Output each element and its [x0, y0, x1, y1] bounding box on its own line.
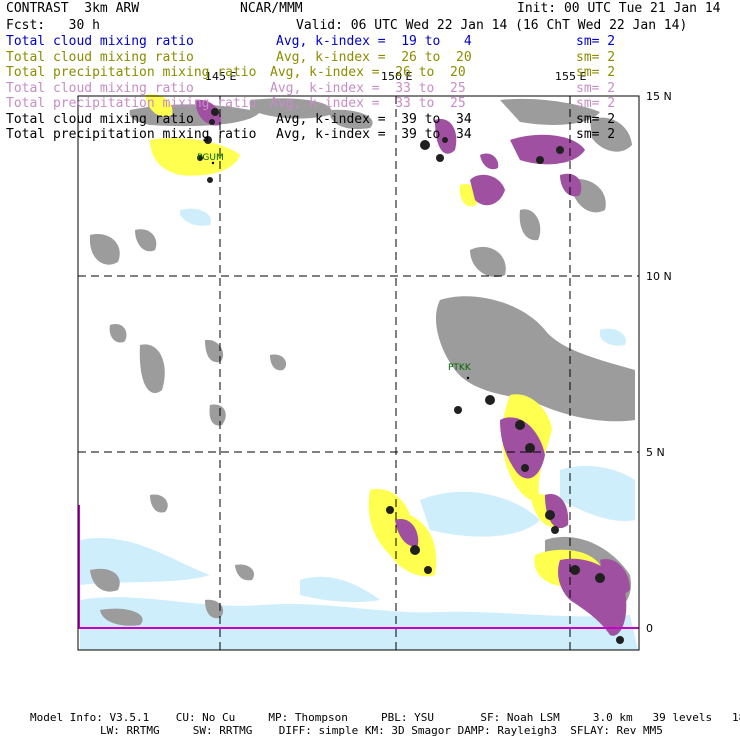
- legend-row: Total cloud mixing ratio Avg, k-index = 3…: [6, 81, 736, 96]
- legend-field-name: Total precipitation mixing ratio: [6, 127, 257, 142]
- legend-smoothing: sm= 2: [576, 127, 616, 142]
- legend-smoothing: sm= 2: [576, 96, 616, 111]
- legend-row: Total precipitation mixing ratio Avg, k-i…: [6, 65, 736, 80]
- legend-row: Total precipitation mixing ratio Avg, k-i…: [6, 96, 736, 111]
- station-pgum-marker: [211, 161, 215, 165]
- legend-field-name: Total precipitation mixing ratio: [6, 65, 257, 80]
- legend-row: Total cloud mixing ratio Avg, k-index = 1…: [6, 34, 736, 49]
- map-frame: [77, 95, 640, 651]
- init-time: Init: 00 UTC Tue 21 Jan 14: [517, 1, 721, 16]
- lat-label-5n: 5 N: [646, 446, 665, 459]
- footer-physics-info: LW: RRTMG SW: RRTMG DIFF: simple KM: 3D …: [100, 724, 663, 737]
- valid-time: Valid: 06 UTC Wed 22 Jan 14 (16 ChT Wed …: [296, 18, 688, 33]
- legend-row: Total cloud mixing ratio Avg, k-index = 2…: [6, 50, 736, 65]
- legend-field-name: Total cloud mixing ratio: [6, 49, 194, 65]
- legend-smoothing: sm= 2: [576, 34, 616, 49]
- dark-core-layer: [197, 108, 624, 644]
- station-ptkk: PTKK: [448, 363, 472, 373]
- legend-smoothing: sm= 2: [576, 111, 616, 127]
- legend-row: Total cloud mixing ratio Avg, k-index = 3…: [6, 112, 736, 127]
- legend-kindex: Avg, k-index = 26 to 20: [270, 65, 466, 80]
- legend-smoothing: sm= 2: [576, 65, 616, 80]
- legend-field-name: Total cloud mixing ratio: [6, 80, 194, 96]
- legend-kindex: Avg, k-index = 39 to 34: [276, 127, 472, 142]
- legend-kindex: Avg, k-index = 33 to 25: [270, 80, 466, 96]
- lon-label-145: 145 E: [205, 70, 236, 83]
- legend-smoothing: sm= 2: [576, 49, 616, 65]
- legend-field-name: Total cloud mixing ratio: [6, 34, 194, 49]
- lat-label-0: 0: [646, 622, 653, 635]
- legend-kindex: Avg, k-index = 26 to 20: [276, 49, 472, 65]
- lon-label-150: 150 E: [381, 70, 412, 83]
- legend-kindex: Avg, k-index = 33 to 25: [270, 96, 466, 111]
- footer-model-info: Model Info: V3.5.1 CU: No Cu MP: Thompso…: [30, 711, 740, 724]
- station-pgum: PGUM: [197, 153, 224, 163]
- legend-smoothing: sm= 2: [576, 80, 616, 96]
- forecast-hour: Fcst: 30 h: [6, 18, 100, 33]
- legend-kindex: Avg, k-index = 19 to 4: [276, 34, 472, 49]
- model-title: CONTRAST 3km ARW: [6, 1, 140, 16]
- purple-precip-layer: [195, 99, 630, 636]
- lat-label-10n: 10 N: [646, 270, 672, 283]
- legend-field-name: Total cloud mixing ratio: [6, 111, 194, 127]
- legend-field-name: Total precipitation mixing ratio: [6, 96, 257, 111]
- org-label: NCAR/MMM: [240, 1, 303, 16]
- lon-label-155: 155 E: [555, 70, 586, 83]
- legend-kindex: Avg, k-index = 39 to 34: [276, 111, 472, 127]
- legend-row: Total precipitation mixing ratio Avg, k-i…: [6, 127, 736, 142]
- station-ptkk-marker: [466, 376, 470, 380]
- lat-label-15n: 15 N: [646, 90, 672, 103]
